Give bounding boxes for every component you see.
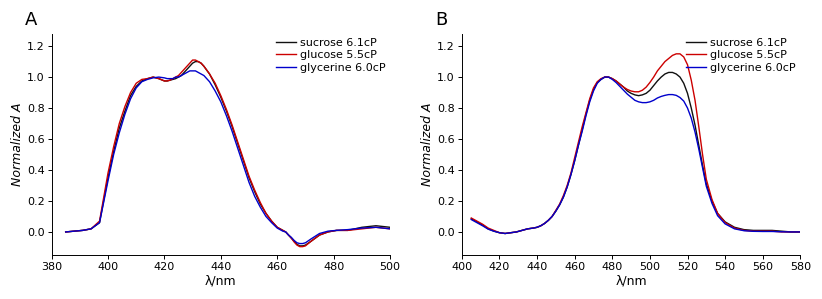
glucose 5.5cP bbox=[295, 245, 305, 248]
glucose 5.5cP bbox=[159, 79, 169, 83]
glucose 5.5cP bbox=[637, 89, 647, 92]
glycerine 6.0cP bbox=[796, 230, 806, 234]
glucose 5.5cP bbox=[250, 188, 260, 192]
Line: sucrose 6.1cP: sucrose 6.1cP bbox=[471, 72, 801, 234]
Line: sucrose 6.1cP: sucrose 6.1cP bbox=[66, 62, 390, 246]
glycerine 6.0cP bbox=[641, 101, 651, 104]
sucrose 6.1cP bbox=[637, 93, 647, 97]
glycerine 6.0cP bbox=[540, 222, 550, 225]
sucrose 6.1cP bbox=[191, 60, 201, 63]
glycerine 6.0cP bbox=[159, 76, 169, 80]
sucrose 6.1cP bbox=[295, 244, 305, 248]
sucrose 6.1cP bbox=[690, 123, 700, 127]
sucrose 6.1cP bbox=[540, 222, 550, 225]
glycerine 6.0cP bbox=[61, 230, 71, 234]
glycerine 6.0cP bbox=[466, 218, 476, 221]
Line: glycerine 6.0cP: glycerine 6.0cP bbox=[66, 71, 390, 244]
glucose 5.5cP bbox=[672, 52, 681, 56]
glycerine 6.0cP bbox=[250, 195, 260, 198]
Legend: sucrose 6.1cP, glucose 5.5cP, glycerine 6.0cP: sucrose 6.1cP, glucose 5.5cP, glycerine … bbox=[275, 37, 386, 74]
glycerine 6.0cP bbox=[495, 231, 505, 234]
glucose 5.5cP bbox=[173, 74, 183, 77]
sucrose 6.1cP bbox=[466, 217, 476, 221]
glycerine 6.0cP bbox=[185, 69, 195, 73]
glucose 5.5cP bbox=[786, 230, 796, 234]
Y-axis label: Normalized A: Normalized A bbox=[422, 103, 434, 186]
glucose 5.5cP bbox=[690, 98, 700, 102]
glucose 5.5cP bbox=[132, 81, 141, 85]
glucose 5.5cP bbox=[187, 58, 197, 62]
glycerine 6.0cP bbox=[132, 86, 141, 90]
glycerine 6.0cP bbox=[690, 130, 700, 134]
glucose 5.5cP bbox=[500, 232, 510, 235]
sucrose 6.1cP bbox=[386, 225, 395, 229]
sucrose 6.1cP bbox=[61, 230, 71, 234]
sucrose 6.1cP bbox=[159, 79, 169, 83]
glucose 5.5cP bbox=[61, 230, 71, 234]
sucrose 6.1cP bbox=[173, 75, 183, 79]
sucrose 6.1cP bbox=[250, 190, 260, 193]
sucrose 6.1cP bbox=[495, 231, 505, 234]
glucose 5.5cP bbox=[495, 231, 505, 234]
sucrose 6.1cP bbox=[664, 71, 674, 74]
glycerine 6.0cP bbox=[532, 225, 542, 229]
Text: B: B bbox=[435, 11, 447, 29]
sucrose 6.1cP bbox=[786, 230, 796, 234]
Line: glycerine 6.0cP: glycerine 6.0cP bbox=[471, 77, 801, 234]
glycerine 6.0cP bbox=[173, 75, 183, 79]
sucrose 6.1cP bbox=[532, 225, 542, 229]
Line: glucose 5.5cP: glucose 5.5cP bbox=[471, 54, 801, 234]
Text: A: A bbox=[25, 11, 37, 29]
sucrose 6.1cP bbox=[500, 232, 510, 235]
glucose 5.5cP bbox=[466, 216, 476, 220]
Line: glucose 5.5cP: glucose 5.5cP bbox=[66, 60, 390, 247]
glucose 5.5cP bbox=[386, 227, 395, 231]
glycerine 6.0cP bbox=[500, 232, 510, 235]
Legend: sucrose 6.1cP, glucose 5.5cP, glycerine 6.0cP: sucrose 6.1cP, glucose 5.5cP, glycerine … bbox=[685, 37, 797, 74]
Y-axis label: Normalized A: Normalized A bbox=[12, 103, 24, 186]
sucrose 6.1cP bbox=[132, 85, 141, 88]
glycerine 6.0cP bbox=[165, 77, 175, 80]
glucose 5.5cP bbox=[796, 230, 806, 234]
glucose 5.5cP bbox=[171, 75, 181, 79]
X-axis label: λ/nm: λ/nm bbox=[205, 275, 237, 288]
sucrose 6.1cP bbox=[165, 78, 175, 82]
glycerine 6.0cP bbox=[295, 242, 305, 245]
glycerine 6.0cP bbox=[786, 230, 796, 234]
sucrose 6.1cP bbox=[171, 77, 181, 80]
sucrose 6.1cP bbox=[796, 230, 806, 234]
glucose 5.5cP bbox=[532, 225, 542, 229]
glucose 5.5cP bbox=[165, 78, 175, 82]
X-axis label: λ/nm: λ/nm bbox=[616, 275, 647, 288]
glycerine 6.0cP bbox=[171, 75, 181, 79]
glycerine 6.0cP bbox=[600, 75, 610, 79]
glycerine 6.0cP bbox=[386, 227, 395, 231]
glucose 5.5cP bbox=[540, 222, 550, 225]
